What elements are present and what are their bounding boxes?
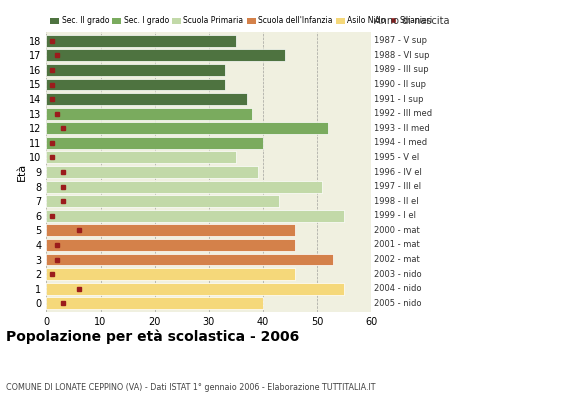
Text: 1991 - I sup: 1991 - I sup xyxy=(374,94,423,104)
Text: 1987 - V sup: 1987 - V sup xyxy=(374,36,427,45)
Text: 1997 - III el: 1997 - III el xyxy=(374,182,421,191)
Text: 1990 - II sup: 1990 - II sup xyxy=(374,80,426,89)
Text: 2005 - nido: 2005 - nido xyxy=(374,299,422,308)
Text: 2003 - nido: 2003 - nido xyxy=(374,270,422,278)
Text: 2001 - mat: 2001 - mat xyxy=(374,240,420,250)
Bar xyxy=(46,254,333,266)
Text: 1993 - II med: 1993 - II med xyxy=(374,124,430,133)
Legend: Sec. II grado, Sec. I grado, Scuola Primaria, Scuola dell'Infanzia, Asilo Nido, : Sec. II grado, Sec. I grado, Scuola Prim… xyxy=(50,16,433,25)
Bar xyxy=(46,78,225,90)
Bar xyxy=(46,239,295,251)
Bar xyxy=(46,297,263,309)
Y-axis label: Età: Età xyxy=(16,163,26,181)
Text: Popolazione per età scolastica - 2006: Popolazione per età scolastica - 2006 xyxy=(6,330,299,344)
Bar xyxy=(46,64,225,76)
Text: 1999 - I el: 1999 - I el xyxy=(374,211,416,220)
Bar xyxy=(46,224,295,236)
Text: 1996 - IV el: 1996 - IV el xyxy=(374,168,422,176)
Text: 1989 - III sup: 1989 - III sup xyxy=(374,66,429,74)
Text: COMUNE DI LONATE CEPPINO (VA) - Dati ISTAT 1° gennaio 2006 - Elaborazione TUTTIT: COMUNE DI LONATE CEPPINO (VA) - Dati IST… xyxy=(6,383,375,392)
Bar xyxy=(46,35,236,47)
Bar xyxy=(46,166,258,178)
Bar xyxy=(46,108,252,120)
Text: 2002 - mat: 2002 - mat xyxy=(374,255,420,264)
Bar xyxy=(46,137,263,149)
Text: 2000 - mat: 2000 - mat xyxy=(374,226,420,235)
Text: 1994 - I med: 1994 - I med xyxy=(374,138,427,147)
Text: 2004 - nido: 2004 - nido xyxy=(374,284,422,293)
Bar xyxy=(46,268,295,280)
Text: 1998 - II el: 1998 - II el xyxy=(374,197,419,206)
Bar xyxy=(46,152,236,163)
Text: 1992 - III med: 1992 - III med xyxy=(374,109,432,118)
Bar xyxy=(46,195,279,207)
Bar xyxy=(46,181,322,192)
Bar xyxy=(46,210,344,222)
Bar xyxy=(46,283,344,295)
Bar xyxy=(46,49,285,61)
Bar xyxy=(46,122,328,134)
Text: Anno di nascita: Anno di nascita xyxy=(374,16,450,26)
Text: 1988 - VI sup: 1988 - VI sup xyxy=(374,51,430,60)
Text: 1995 - V el: 1995 - V el xyxy=(374,153,419,162)
Bar xyxy=(46,93,246,105)
